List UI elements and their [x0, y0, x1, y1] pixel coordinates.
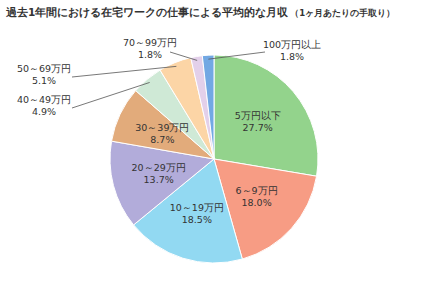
- pie-slice: [191, 56, 214, 159]
- data-label: 5.1%: [32, 75, 56, 86]
- title: 過去1年間における在宅ワークの仕事による平均的な月収: [5, 6, 289, 19]
- labels: 5万円以下27.7%6～9万円18.0%10～19万円18.5%20～29万円1…: [17, 37, 321, 225]
- pie-slice: [202, 55, 214, 159]
- data-label: 18.0%: [242, 197, 272, 208]
- leader-line: [72, 82, 150, 108]
- data-label: 1.8%: [138, 49, 162, 60]
- pie-slice: [214, 55, 318, 176]
- category-label: 50～69万円: [17, 63, 71, 74]
- data-label: 1.8%: [280, 51, 304, 62]
- category-label: 70～99万円: [123, 37, 177, 48]
- data-label: 8.7%: [150, 134, 174, 145]
- category-label: 20～29万円: [132, 162, 186, 173]
- category-label: 10～19万円: [170, 202, 224, 213]
- category-label: 6～9万円: [236, 185, 278, 196]
- category-label: 30～39万円: [135, 122, 189, 133]
- leader-line: [170, 52, 197, 60]
- leader-line: [208, 52, 265, 59]
- category-label: 40～49万円: [17, 94, 71, 105]
- data-label: 4.9%: [32, 106, 56, 117]
- subtitle: （1ヶ月あたりの手取り）: [290, 8, 395, 18]
- pie: [110, 55, 318, 263]
- category-label: 100万円以上: [263, 39, 321, 50]
- data-label: 13.7%: [144, 174, 174, 185]
- leader-line: [72, 66, 176, 77]
- category-label: 5万円以下: [235, 110, 281, 121]
- data-label: 27.7%: [243, 122, 273, 133]
- data-label: 18.5%: [182, 214, 212, 225]
